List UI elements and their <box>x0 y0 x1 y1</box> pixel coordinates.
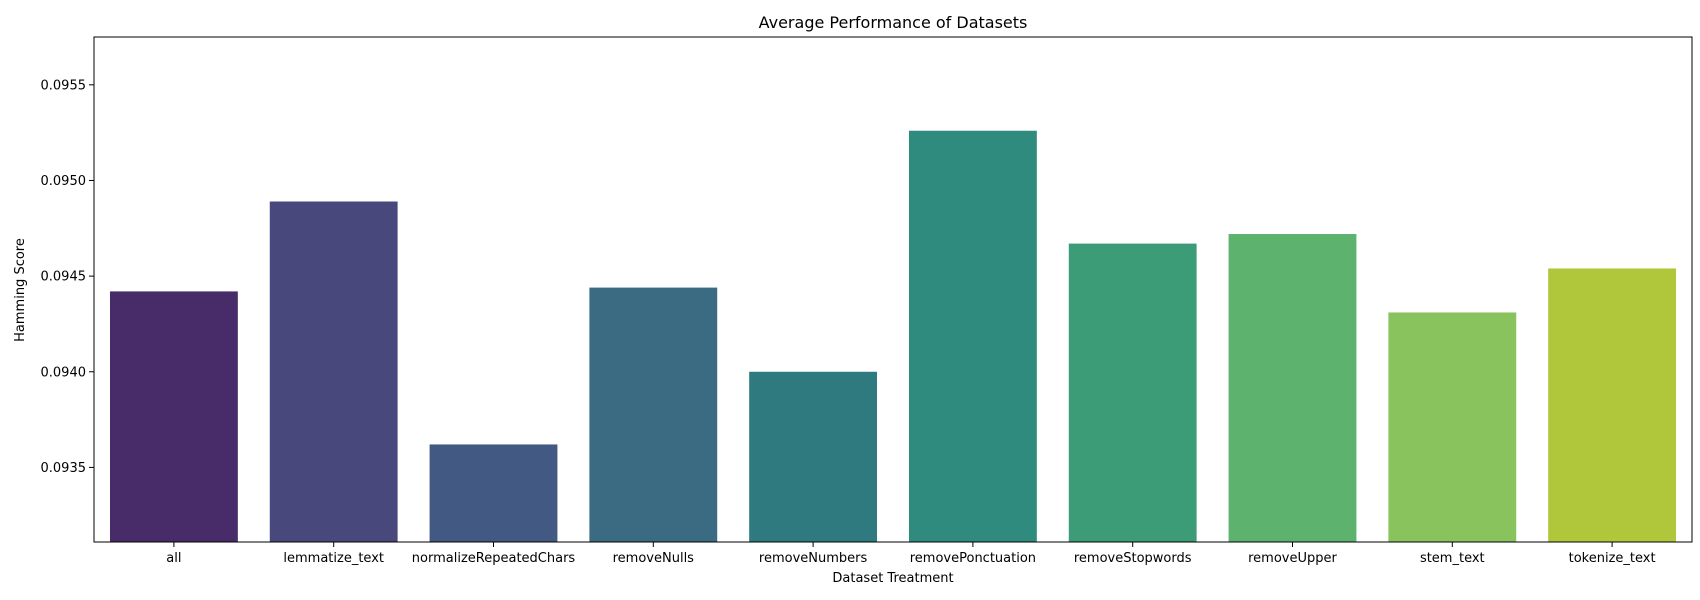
x-tick-label: removeStopwords <box>1074 551 1192 566</box>
x-tick-label: normalizeRepeatedChars <box>412 551 576 566</box>
chart-title: Average Performance of Datasets <box>759 13 1028 32</box>
x-tick-label: stem_text <box>1420 551 1485 566</box>
bar-lemmatize_text <box>269 201 398 542</box>
x-tick-label: removeUpper <box>1248 551 1337 566</box>
bar-removePonctuation <box>908 130 1037 542</box>
bar-stem_text <box>1388 312 1517 542</box>
x-tick-label: tokenize_text <box>1569 551 1656 566</box>
y-tick-label: 0.0940 <box>41 365 87 380</box>
bars-group <box>109 130 1677 542</box>
x-axis-label: Dataset Treatment <box>832 571 953 586</box>
y-axis-label: Hamming Score <box>13 238 28 342</box>
bar-removeUpper <box>1228 234 1357 542</box>
y-tick-label: 0.0935 <box>41 461 87 476</box>
bar-normalizeRepeatedChars <box>429 444 558 542</box>
x-tick-label: removeNulls <box>613 551 695 566</box>
y-tick-label: 0.0945 <box>41 270 87 285</box>
y-axis-ticks: 0.0935 0.0940 0.0945 0.0950 0.0955 <box>41 78 94 476</box>
x-tick-label: removePonctuation <box>910 551 1036 566</box>
y-tick-label: 0.0955 <box>41 78 87 93</box>
x-tick-label: lemmatize_text <box>283 551 384 566</box>
y-tick-label: 0.0950 <box>41 174 87 189</box>
x-axis-ticks: all lemmatize_text normalizeRepeatedChars r… <box>166 542 1656 566</box>
bar-removeNumbers <box>749 371 878 542</box>
x-tick-label: removeNumbers <box>759 551 868 566</box>
bar-removeNulls <box>589 287 718 542</box>
bar-all <box>109 291 238 542</box>
x-tick-label: all <box>166 551 181 566</box>
bar-tokenize_text <box>1548 268 1677 542</box>
plot-frame <box>93 36 1693 543</box>
bar-removeStopwords <box>1068 243 1197 542</box>
